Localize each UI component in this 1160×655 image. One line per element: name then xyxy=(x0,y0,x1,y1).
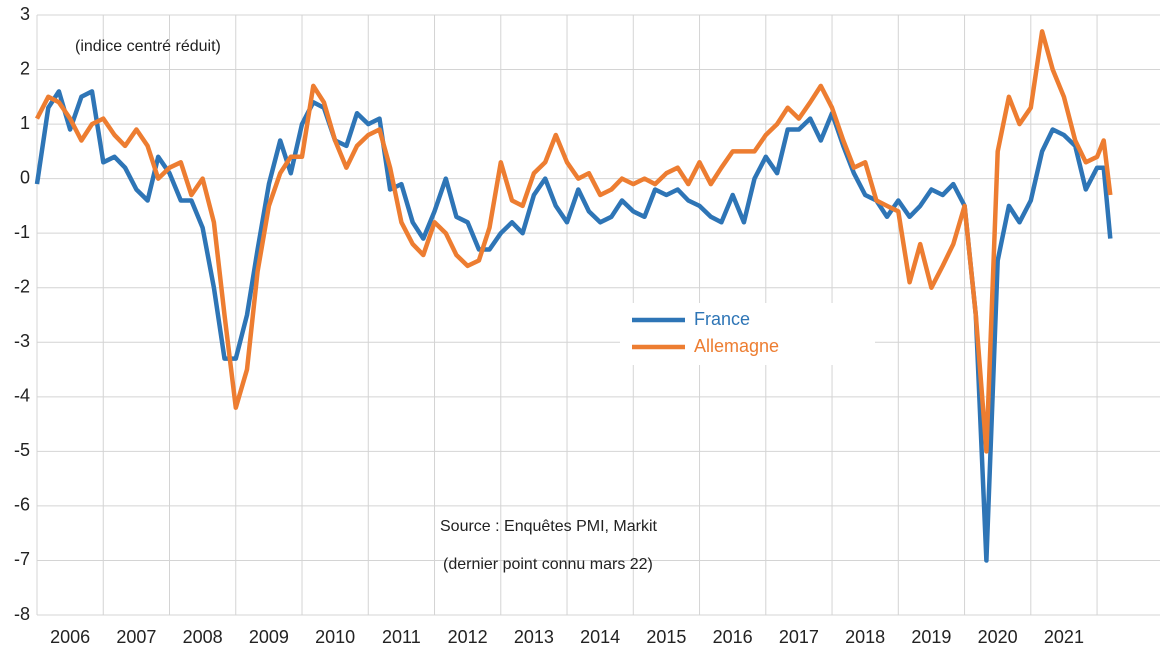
y-tick-label: -4 xyxy=(14,386,30,406)
y-tick-label: -6 xyxy=(14,495,30,515)
x-tick-label: 2021 xyxy=(1044,627,1084,647)
y-tick-label: 0 xyxy=(20,167,30,187)
x-tick-label: 2014 xyxy=(580,627,620,647)
x-tick-label: 2015 xyxy=(646,627,686,647)
x-tick-label: 2018 xyxy=(845,627,885,647)
y-tick-label: 1 xyxy=(20,113,30,133)
x-tick-label: 2012 xyxy=(448,627,488,647)
x-tick-label: 2017 xyxy=(779,627,819,647)
legend-box xyxy=(620,303,875,365)
legend-label: Allemagne xyxy=(694,336,779,356)
x-tick-label: 2009 xyxy=(249,627,289,647)
x-tick-label: 2020 xyxy=(978,627,1018,647)
x-tick-label: 2019 xyxy=(911,627,951,647)
y-tick-label: -8 xyxy=(14,604,30,624)
annotation: (indice centré réduit) xyxy=(75,38,221,55)
y-tick-label: 3 xyxy=(20,4,30,24)
legend-label: France xyxy=(694,309,750,329)
y-tick-label: -5 xyxy=(14,440,30,460)
x-tick-label: 2007 xyxy=(116,627,156,647)
x-tick-label: 2013 xyxy=(514,627,554,647)
annotation: Source : Enquêtes PMI, Markit xyxy=(440,518,658,535)
x-tick-label: 2011 xyxy=(382,627,421,647)
y-tick-label: -1 xyxy=(14,222,30,242)
x-tick-label: 2006 xyxy=(50,627,90,647)
series-line xyxy=(34,89,1113,563)
y-tick-label: -7 xyxy=(14,549,30,569)
y-tick-label: -3 xyxy=(14,331,30,351)
x-tick-label: 2008 xyxy=(183,627,223,647)
annotation: (dernier point connu mars 22) xyxy=(443,556,653,573)
series-line xyxy=(35,29,1113,454)
y-tick-label: 2 xyxy=(20,58,30,78)
x-tick-label: 2016 xyxy=(713,627,753,647)
y-tick-label: -2 xyxy=(14,276,30,296)
x-tick-label: 2010 xyxy=(315,627,355,647)
